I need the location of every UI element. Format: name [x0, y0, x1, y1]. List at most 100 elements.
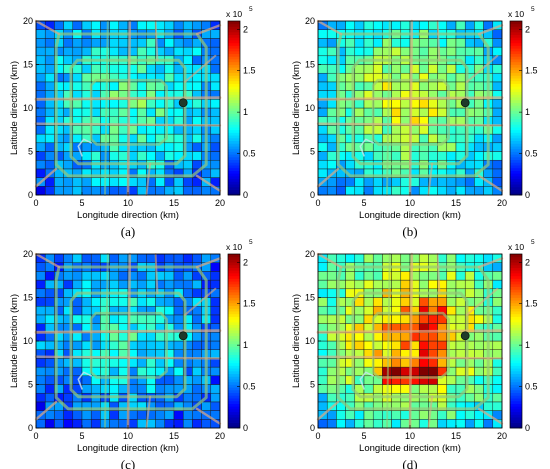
heatmap-cell [164, 271, 175, 281]
colorbar-swatch [228, 332, 240, 336]
x-tick-label: 20 [497, 198, 507, 208]
heatmap-cell [182, 38, 193, 48]
heatmap-cell [363, 20, 374, 30]
colorbar-swatch [228, 88, 240, 93]
heatmap-cell [400, 419, 411, 429]
heatmap-cell [372, 271, 383, 281]
colorbar-swatch [228, 151, 240, 155]
colorbar-swatch [228, 316, 240, 320]
y-tick-label: 0 [28, 423, 33, 433]
colorbar-swatch [228, 175, 240, 180]
heatmap-cell [72, 366, 83, 377]
colorbar-swatch [228, 324, 240, 328]
heatmap-cell [146, 99, 156, 109]
colorbar-swatch [228, 40, 240, 44]
heatmap-cell [455, 410, 466, 420]
colorbar-swatch [228, 254, 240, 258]
heatmap-cell [155, 186, 166, 196]
heatmap-cell [437, 410, 448, 420]
colorbar-swatch [228, 417, 240, 421]
road-line [316, 167, 340, 188]
heatmap-cell [345, 46, 356, 57]
heatmap-cell [326, 55, 337, 65]
heatmap-cell [155, 332, 166, 342]
y-axis-label: Latitude direction (km) [9, 61, 20, 155]
heatmap-cell [391, 340, 402, 350]
heatmap-cell [109, 384, 120, 394]
heatmap-cell [336, 177, 346, 187]
heatmap-cell [118, 297, 129, 307]
heatmap-cell [400, 314, 411, 324]
x-tick-label: 15 [451, 431, 461, 441]
colorbar-swatch [510, 400, 522, 404]
heatmap-cell [90, 20, 101, 30]
road-line [316, 252, 343, 269]
heatmap-cell [492, 159, 503, 170]
heatmap-cell [354, 99, 365, 109]
colorbar-exponent: 5 [531, 239, 535, 246]
heatmap-cell [35, 142, 46, 152]
heatmap-cell [326, 186, 337, 196]
heatmap-cell [363, 253, 374, 263]
road-line [145, 395, 152, 429]
heatmap-cell [354, 20, 365, 30]
heatmap-cell [63, 177, 74, 187]
colorbar-tick-label: 1 [243, 340, 248, 350]
heatmap-cell [474, 384, 484, 394]
heatmap-cell [418, 384, 429, 394]
heatmap-cell [35, 159, 46, 170]
heatmap-cell [326, 133, 337, 144]
road-line [54, 265, 208, 411]
heatmap-cell [372, 46, 383, 57]
heatmap-cell [192, 20, 202, 30]
colorbar-swatch [510, 64, 522, 68]
heatmap-cell [210, 46, 221, 57]
heatmap-cell [446, 271, 457, 281]
heatmap-cell [446, 297, 457, 307]
y-axis-label: Latitude direction (km) [9, 294, 20, 388]
colorbar-swatch [510, 286, 522, 290]
heatmap-cell [492, 305, 503, 316]
colorbar-swatch [510, 173, 522, 177]
colorbar-swatch [510, 351, 522, 355]
heatmap-cell [72, 305, 83, 316]
heatmap-cell [173, 314, 184, 324]
colorbar-swatch [228, 135, 240, 139]
heatmap-cell [437, 297, 448, 307]
heatmap-cell [210, 72, 221, 83]
heatmap-cell [44, 46, 55, 57]
heatmap-cell [474, 186, 484, 196]
road-line [466, 287, 499, 316]
heatmap-cell [118, 151, 129, 161]
colorbar-swatch [510, 167, 522, 171]
colorbar-swatch [510, 256, 522, 260]
colorbar-swatch [228, 59, 240, 63]
colorbar-swatch [510, 178, 522, 182]
heatmap-cell [90, 384, 101, 394]
heatmap-cell [173, 107, 184, 117]
heatmap-cell [382, 99, 392, 109]
heatmap-cell [363, 410, 374, 420]
colorbar-swatch [228, 181, 240, 185]
heatmap-cell [44, 142, 55, 152]
heatmap-cell [44, 279, 55, 290]
heatmap-cell [400, 366, 411, 377]
x-tick-label: 5 [361, 198, 366, 208]
heatmap-cell [326, 46, 337, 57]
heatmap-cell [90, 64, 101, 74]
heatmap-cell [418, 358, 429, 368]
heatmap-cell [109, 314, 120, 324]
heatmap-cell [81, 410, 92, 420]
location-marker [460, 331, 470, 341]
heatmap-cell [474, 340, 484, 350]
heatmap-cell [483, 168, 494, 178]
panel-label: (b) [402, 224, 417, 239]
heatmap-cell [72, 46, 83, 57]
heatmap-cell [210, 168, 221, 178]
colorbar-swatch [510, 379, 522, 383]
heatmap-cell [44, 125, 55, 135]
heatmap-cell [72, 99, 83, 109]
heatmap-cell [428, 384, 438, 394]
heatmap-cell [326, 297, 337, 307]
heatmap-cell [100, 125, 110, 135]
